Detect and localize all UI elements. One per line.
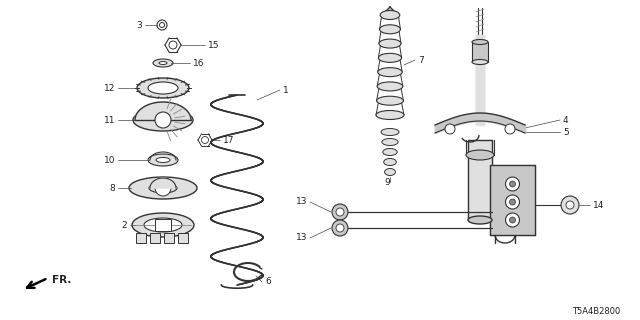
Circle shape (155, 112, 171, 128)
Polygon shape (150, 178, 176, 188)
Text: 2: 2 (122, 220, 127, 229)
Text: 11: 11 (104, 116, 115, 124)
Circle shape (506, 177, 520, 191)
Ellipse shape (379, 39, 401, 48)
Polygon shape (468, 140, 492, 220)
Text: 6: 6 (265, 277, 271, 286)
Text: 13: 13 (296, 234, 307, 243)
Polygon shape (476, 35, 484, 125)
Ellipse shape (381, 129, 399, 135)
Text: 9: 9 (384, 178, 390, 187)
Ellipse shape (148, 82, 178, 94)
Bar (150, 233, 160, 243)
Ellipse shape (137, 78, 189, 98)
Ellipse shape (468, 216, 492, 224)
Polygon shape (490, 165, 535, 235)
Circle shape (506, 195, 520, 209)
Polygon shape (382, 7, 398, 15)
Text: 10: 10 (104, 156, 115, 164)
Circle shape (561, 196, 579, 214)
Ellipse shape (149, 183, 177, 193)
Circle shape (506, 213, 520, 227)
Circle shape (509, 217, 515, 223)
Text: 3: 3 (136, 20, 142, 29)
Ellipse shape (384, 158, 396, 165)
Ellipse shape (472, 60, 488, 65)
Ellipse shape (153, 59, 173, 67)
Circle shape (332, 204, 348, 220)
Text: 8: 8 (109, 183, 115, 193)
Ellipse shape (133, 109, 193, 131)
Text: 4: 4 (563, 116, 568, 124)
Text: 7: 7 (418, 55, 424, 65)
Ellipse shape (132, 213, 194, 237)
Ellipse shape (159, 61, 167, 65)
Text: 16: 16 (193, 59, 205, 68)
Text: 15: 15 (208, 41, 220, 50)
Ellipse shape (466, 150, 494, 160)
Polygon shape (135, 102, 191, 120)
Circle shape (332, 220, 348, 236)
Ellipse shape (156, 157, 170, 163)
Ellipse shape (377, 82, 403, 91)
Ellipse shape (382, 139, 398, 146)
Circle shape (509, 199, 515, 205)
Ellipse shape (472, 39, 488, 44)
Text: 13: 13 (296, 197, 307, 206)
Ellipse shape (376, 110, 404, 119)
Circle shape (336, 208, 344, 216)
Text: 17: 17 (223, 135, 234, 145)
Ellipse shape (376, 96, 403, 105)
Circle shape (445, 124, 455, 134)
Ellipse shape (148, 154, 178, 166)
Ellipse shape (144, 218, 182, 232)
Text: FR.: FR. (52, 275, 72, 285)
Bar (164, 233, 174, 243)
Bar (472, 42, 488, 62)
Bar (155, 219, 171, 231)
Bar (178, 233, 188, 243)
Circle shape (505, 124, 515, 134)
Ellipse shape (380, 11, 400, 20)
Circle shape (155, 180, 171, 196)
Circle shape (336, 224, 344, 232)
Text: 14: 14 (593, 201, 604, 210)
Ellipse shape (380, 25, 401, 34)
Ellipse shape (378, 53, 402, 62)
Circle shape (566, 201, 574, 209)
Circle shape (509, 181, 515, 187)
Text: 12: 12 (104, 84, 115, 92)
Ellipse shape (129, 177, 197, 199)
Bar (136, 233, 146, 243)
Text: 5: 5 (563, 127, 569, 137)
Text: T5A4B2800: T5A4B2800 (572, 308, 620, 316)
Ellipse shape (385, 169, 396, 175)
Ellipse shape (378, 68, 402, 77)
Ellipse shape (383, 148, 397, 156)
Text: 1: 1 (283, 85, 289, 94)
